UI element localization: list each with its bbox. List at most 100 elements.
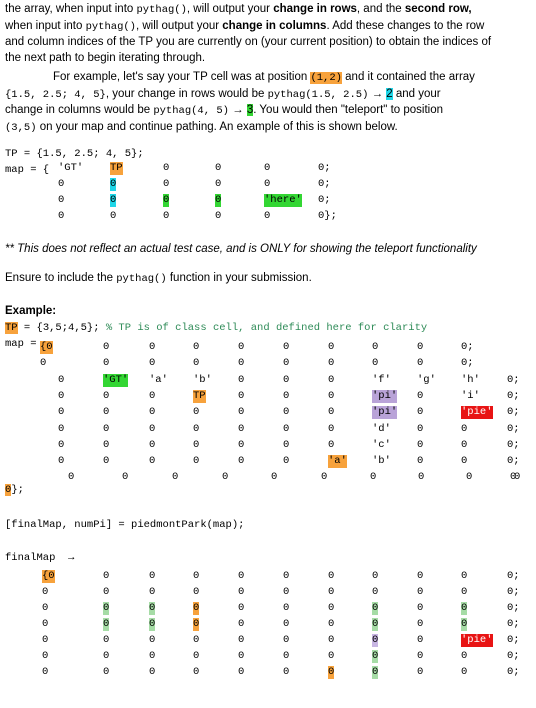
code2-cell: 0 — [149, 389, 156, 402]
final-cell: 0 — [149, 618, 156, 631]
code-text: = {3,5;4,5}; — [17, 322, 106, 334]
final-cell: 0; — [507, 618, 520, 630]
code2-cell: 0 — [58, 373, 65, 386]
code1-cell: 0 — [163, 210, 170, 222]
code2-cell: 0 — [58, 438, 65, 451]
code1-cell: 0 — [163, 162, 170, 174]
code2-cell: 0 — [461, 422, 468, 435]
code2-cell: 0 — [149, 406, 156, 419]
code2-cell: 0 — [222, 471, 229, 484]
code2-cell: 0 — [461, 438, 468, 451]
code2-cell: 0 — [238, 455, 245, 468]
code1-cell: 0 — [58, 178, 65, 190]
code1-cell: 0}; — [318, 210, 337, 222]
final-cell: 0 — [372, 666, 379, 679]
code2-cell: 0 — [238, 357, 245, 370]
text: . Add these changes to the row — [326, 19, 485, 32]
code2-cell: 0 — [103, 438, 110, 451]
text-bold: second row, — [404, 3, 472, 15]
final-map-label: finalMap → — [5, 552, 75, 564]
code1-cell: TP — [110, 162, 123, 175]
final-cell: 0 — [193, 570, 200, 582]
code2-cell: 0 — [514, 471, 521, 484]
code2-cell: 0 — [417, 389, 424, 402]
final-cell: 0 — [283, 570, 290, 582]
code1-cell: 0 — [163, 194, 170, 207]
code2-cell: 0 — [103, 406, 110, 419]
code2-cell: 'pi' — [372, 406, 398, 420]
final-cell: 0 — [149, 650, 156, 662]
code1-cell: 0 — [215, 194, 222, 207]
final-cell: 0 — [283, 586, 290, 598]
final-cell: 0; — [507, 650, 520, 662]
final-cell: 0 — [238, 602, 245, 614]
code2-cell: 0 — [103, 341, 110, 353]
code2-cell: 'g' — [417, 373, 436, 386]
code2-cell: 0 — [193, 357, 200, 370]
final-cell: 0 — [461, 570, 468, 582]
final-cell: 0 — [372, 650, 379, 663]
code2-cell: {0 — [40, 341, 53, 354]
code1-cell: 0 — [215, 178, 222, 190]
final-cell: 0 — [328, 618, 335, 630]
code2-cell: 0 — [328, 406, 335, 419]
final-cell: 0 — [238, 570, 245, 582]
final-cell: 0 — [193, 586, 200, 598]
code-inline: (3,5) — [5, 121, 37, 134]
code1-cell: 'GT' — [58, 162, 84, 174]
code1-cell: 0 — [58, 194, 65, 206]
intro-paragraph: the array, when input into pythag(), wil… — [5, 2, 531, 66]
final-cell: 0; — [507, 602, 520, 614]
text: , and the — [356, 3, 405, 15]
example-label: Example: — [5, 305, 57, 317]
highlight-result: 2 — [386, 87, 393, 100]
final-cell: 0 — [461, 618, 468, 631]
text: function in your submission. — [166, 272, 312, 284]
final-cell: 0 — [193, 618, 200, 631]
final-cell: 0 — [42, 586, 49, 598]
code2-cell: 0; — [461, 341, 474, 353]
text: and your — [392, 87, 441, 100]
text: For example, let's say your TP cell was … — [53, 71, 311, 83]
code2-cell: 0 — [238, 389, 245, 402]
highlight-tp: TP — [5, 322, 18, 334]
text-bold: change in columns — [222, 19, 327, 32]
code1-cell: 0 — [264, 210, 271, 222]
code2-cell: 0 — [238, 373, 245, 386]
final-cell: 0 — [149, 666, 156, 678]
code-inline: {1.5, 2.5; 4, 5} — [5, 88, 106, 101]
code2-cell: 'i' — [461, 389, 480, 402]
code1-cell: 0 — [215, 162, 222, 174]
arrow: → — [368, 87, 387, 100]
code-map-prefix: map = { — [5, 164, 50, 176]
text: the next path to begin iterating through… — [5, 51, 206, 64]
code2-cell: 0 — [238, 406, 245, 419]
final-cell: 0 — [283, 602, 290, 614]
final-cell: 0 — [417, 618, 424, 630]
code1-cell: 0 — [110, 194, 117, 207]
final-cell: 0 — [283, 618, 290, 630]
final-cell: 0 — [372, 602, 379, 615]
final-cell: 0 — [328, 602, 335, 614]
code2-cell: 0 — [283, 373, 290, 386]
code2-cell: 0 — [417, 357, 424, 370]
code2-cell: 'b' — [372, 455, 391, 468]
final-cell: 0 — [417, 634, 424, 646]
code2-cell: 'GT' — [103, 373, 129, 387]
final-cell: 0 — [372, 586, 379, 598]
final-cell: 0 — [417, 666, 424, 678]
code2-cell: 0 — [193, 341, 200, 353]
final-cell: 0 — [328, 650, 335, 662]
code2-cell: 'pi' — [372, 389, 398, 403]
code2-cell: 'pie' — [461, 406, 493, 420]
code2-cell: 0 — [328, 373, 335, 386]
code-call-line: [finalMap, numPi] = piedmontPark(map); — [5, 519, 245, 531]
code2-cell: 0 — [328, 422, 335, 435]
highlight-position: (1,2) — [310, 72, 342, 84]
final-cell: 0 — [283, 650, 290, 662]
final-cell: 0 — [372, 618, 379, 631]
final-cell: 0 — [149, 602, 156, 615]
final-cell: 0; — [507, 586, 520, 598]
final-cell: 0 — [193, 634, 200, 646]
code1-cell: 0 — [110, 210, 117, 222]
